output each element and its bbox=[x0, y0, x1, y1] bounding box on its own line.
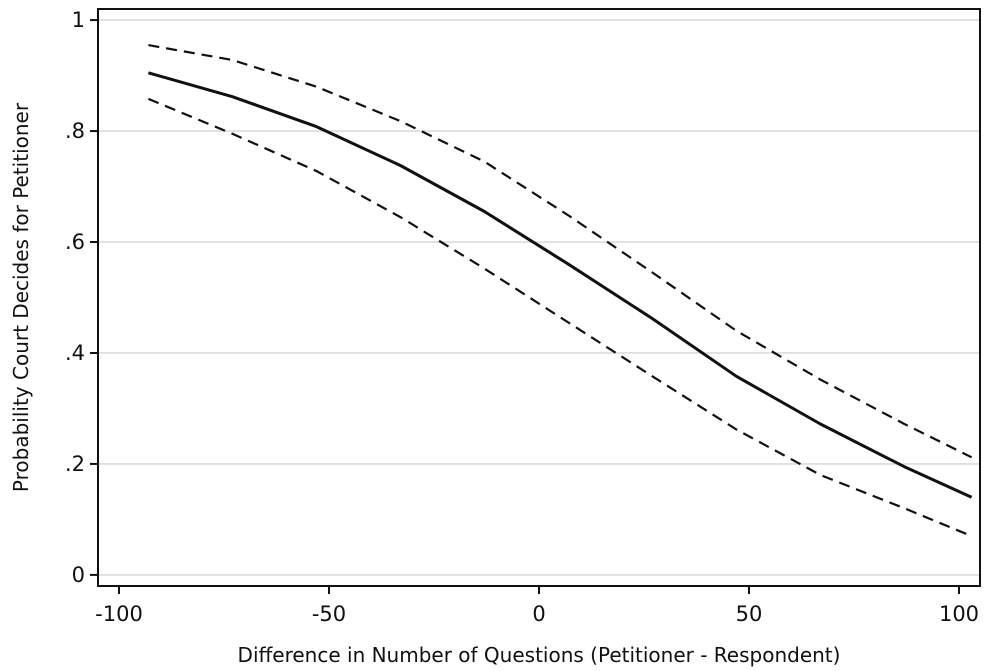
x-tick-label: -50 bbox=[312, 602, 346, 626]
gridlines bbox=[98, 19, 980, 576]
y-axis-title: Probability Court Decides for Petitioner bbox=[9, 102, 33, 492]
y-tick-label: .6 bbox=[65, 230, 85, 254]
series-lines bbox=[147, 44, 973, 538]
y-tick-label: 0 bbox=[72, 563, 85, 587]
series-upper-line bbox=[148, 44, 973, 459]
x-axis-title: Difference in Number of Questions (Petit… bbox=[238, 643, 841, 667]
x-axis: -100 -50 0 50 100 bbox=[95, 586, 979, 626]
y-tick-label: .4 bbox=[65, 341, 85, 365]
y-tick-label: .2 bbox=[65, 452, 85, 476]
series-lower-line bbox=[147, 97, 973, 538]
x-tick-label: 0 bbox=[532, 602, 545, 626]
y-axis: 0 .2 .4 .6 .8 1 bbox=[65, 8, 98, 587]
y-tick-label: 1 bbox=[72, 8, 85, 32]
x-tick-label: 100 bbox=[939, 602, 979, 626]
series-estimate-line bbox=[147, 71, 973, 499]
x-tick-label: -100 bbox=[95, 602, 143, 626]
x-tick-label: 50 bbox=[736, 602, 763, 626]
y-tick-label: .8 bbox=[65, 119, 85, 143]
